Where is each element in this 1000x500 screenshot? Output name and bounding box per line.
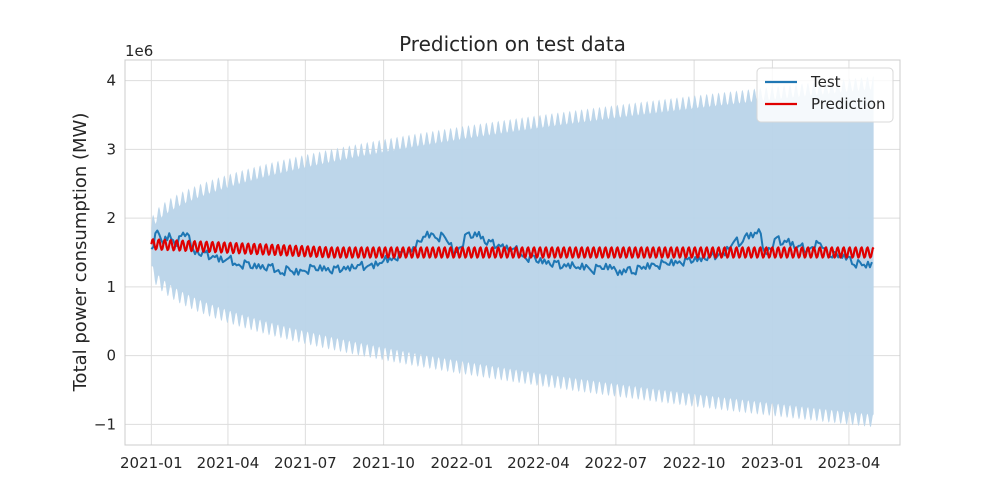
x-tick-label: 2022-10 bbox=[663, 454, 726, 472]
y-tick-label: 4 bbox=[106, 72, 116, 90]
x-tick-label: 2022-07 bbox=[585, 454, 648, 472]
y-axis-label: Total power consumption (MW) bbox=[70, 113, 91, 393]
x-tick-label: 2021-04 bbox=[197, 454, 260, 472]
y-tick-label: 0 bbox=[106, 347, 116, 365]
series-layer bbox=[150, 228, 875, 277]
x-tick-label: 2021-10 bbox=[352, 454, 415, 472]
x-tick-label: 2022-01 bbox=[431, 454, 494, 472]
x-tick-label: 2021-01 bbox=[120, 454, 183, 472]
legend-label-prediction: Prediction bbox=[811, 95, 886, 113]
x-tick-label: 2022-04 bbox=[507, 454, 570, 472]
x-tick-label: 2023-01 bbox=[741, 454, 804, 472]
x-axis-ticks: 2021-01 2021-04 2021-07 2021-10 2022-01 2022-… bbox=[120, 454, 880, 472]
chart-title: Prediction on test data bbox=[399, 32, 626, 56]
y-tick-label: 3 bbox=[106, 140, 116, 158]
y-tick-label: 1 bbox=[106, 278, 116, 296]
plot-frame bbox=[124, 59, 901, 446]
y-scale-label: 1e6 bbox=[125, 42, 153, 60]
series-prediction-line bbox=[150, 238, 875, 259]
x-tick-label: 2023-04 bbox=[818, 454, 881, 472]
y-tick-label: 2 bbox=[106, 209, 116, 227]
legend-label-test: Test bbox=[810, 73, 841, 91]
y-axis-ticks: −1 0 1 2 3 4 bbox=[94, 72, 116, 434]
y-tick-label: −1 bbox=[94, 415, 116, 433]
x-tick-label: 2021-07 bbox=[274, 454, 337, 472]
legend: Test Prediction bbox=[756, 67, 894, 123]
